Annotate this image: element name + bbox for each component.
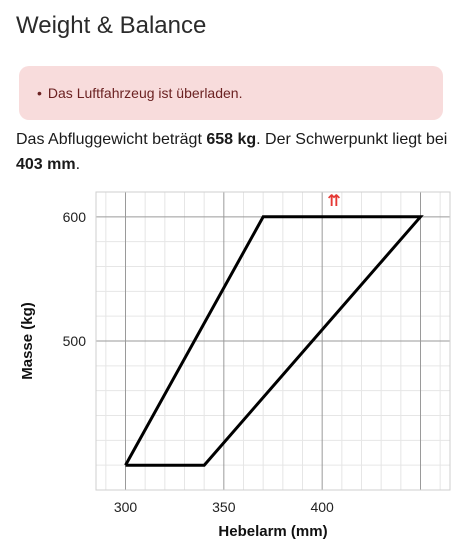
y-axis-title: Masse (kg) — [19, 302, 36, 380]
alert-text: Das Luftfahrzeug ist überladen. — [47, 85, 243, 101]
weight-summary: Das Abfluggewicht beträgt 658 kg. Der Sc… — [16, 127, 456, 177]
takeoff-weight-value: 658 kg — [206, 131, 257, 148]
grid-major — [96, 192, 450, 490]
x-tick-label: 300 — [114, 499, 138, 515]
summary-text-2: . Der Schwerpunkt liegt bei — [256, 131, 448, 148]
x-tick-label: 350 — [212, 499, 236, 515]
page-title: Weight & Balance — [16, 12, 207, 39]
envelope-line — [124, 215, 424, 467]
x-tick-label: 400 — [310, 499, 334, 515]
weight-balance-chart: 300 350 400 500 600 Hebelarm (mm) Masse (kg… — [19, 191, 451, 540]
y-tick-labels: 500 600 — [63, 209, 87, 349]
cg-value: 403 mm — [16, 156, 76, 173]
summary-text-3: . — [75, 156, 81, 173]
envelope-layer — [124, 215, 424, 467]
y-tick-label: 600 — [63, 209, 87, 225]
x-tick-labels: 300 350 400 — [114, 499, 334, 515]
plot-frame — [95, 191, 451, 491]
x-axis-title: Hebelarm (mm) — [218, 523, 327, 540]
alert-bullet: • — [37, 85, 42, 101]
overload-alert: • Das Luftfahrzeug ist überladen. — [19, 66, 443, 120]
y-tick-label: 500 — [63, 333, 87, 349]
summary-text-1: Das Abfluggewicht beträgt — [16, 131, 207, 148]
off-scale-marker: ⇈ — [327, 191, 340, 210]
